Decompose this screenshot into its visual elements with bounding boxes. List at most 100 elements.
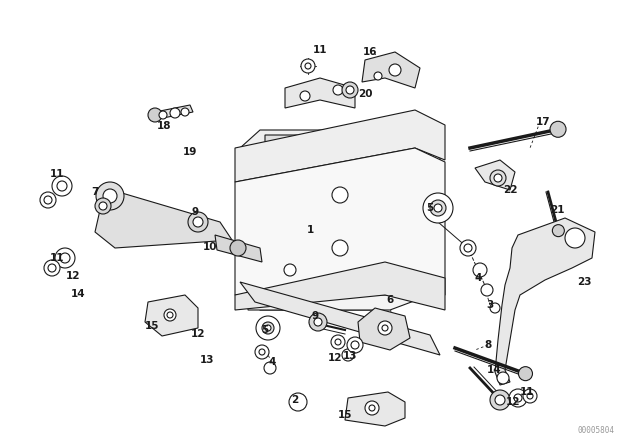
Circle shape [347,337,363,353]
Circle shape [255,345,269,359]
Circle shape [346,86,354,94]
Text: 14: 14 [486,365,501,375]
Text: 17: 17 [536,117,550,127]
Circle shape [305,63,311,69]
Circle shape [460,240,476,256]
Text: 7: 7 [92,187,99,197]
Circle shape [314,318,322,326]
Text: 13: 13 [200,355,214,365]
Circle shape [264,362,276,374]
Text: 15: 15 [338,410,352,420]
Text: 4: 4 [474,273,482,283]
Circle shape [262,322,274,334]
Circle shape [331,335,345,349]
Circle shape [309,313,327,331]
Text: 21: 21 [550,205,564,215]
Circle shape [490,390,510,410]
Text: 9: 9 [312,311,319,321]
Text: 1: 1 [307,225,314,235]
Circle shape [159,111,167,119]
Circle shape [96,182,124,210]
Text: 12: 12 [66,271,80,281]
Text: 15: 15 [145,321,159,331]
Text: 12: 12 [191,329,205,339]
Polygon shape [240,282,440,355]
Polygon shape [235,110,445,182]
Text: 5: 5 [261,325,269,335]
Polygon shape [265,135,430,195]
Text: 5: 5 [426,203,434,213]
Circle shape [490,170,506,186]
Text: 8: 8 [484,340,492,350]
Text: 10: 10 [203,242,217,252]
Circle shape [256,316,280,340]
Polygon shape [345,392,405,426]
Circle shape [230,240,246,256]
Circle shape [342,82,358,98]
Circle shape [170,108,180,118]
Text: 16: 16 [363,47,377,57]
Text: 18: 18 [157,121,172,131]
Polygon shape [475,160,515,190]
Text: 19: 19 [183,147,197,157]
Circle shape [284,264,296,276]
Text: 13: 13 [343,351,357,361]
Circle shape [497,372,509,384]
Text: 23: 23 [577,277,591,287]
Circle shape [259,349,265,355]
Polygon shape [247,200,430,305]
Circle shape [333,85,343,95]
Polygon shape [285,78,355,108]
Circle shape [193,217,203,227]
Polygon shape [248,120,430,310]
Circle shape [374,72,382,80]
Circle shape [527,393,533,399]
Circle shape [490,303,500,313]
Text: 3: 3 [486,300,493,310]
Circle shape [300,91,310,101]
Circle shape [44,260,60,276]
Circle shape [389,64,401,76]
Text: 22: 22 [503,185,517,195]
Circle shape [552,224,564,237]
Polygon shape [235,262,445,310]
Circle shape [40,192,56,208]
Text: 11: 11 [313,45,327,55]
Text: 4: 4 [268,357,276,367]
Circle shape [523,389,537,403]
Circle shape [167,312,173,318]
Circle shape [164,309,176,321]
Circle shape [378,321,392,335]
Circle shape [509,389,527,407]
Circle shape [342,349,354,361]
Text: 11: 11 [520,387,534,397]
Circle shape [148,108,162,122]
Circle shape [60,253,70,263]
Circle shape [565,228,585,248]
Circle shape [44,196,52,204]
Circle shape [434,204,442,212]
Polygon shape [362,52,420,88]
Circle shape [48,264,56,272]
Circle shape [550,121,566,137]
Polygon shape [95,188,232,248]
Text: 6: 6 [387,295,394,305]
Polygon shape [215,235,262,262]
Circle shape [494,174,502,182]
Text: 14: 14 [70,289,85,299]
Text: 20: 20 [358,89,372,99]
Circle shape [382,325,388,331]
Polygon shape [145,295,198,336]
Circle shape [289,393,307,411]
Circle shape [99,202,107,210]
Circle shape [518,366,532,381]
Circle shape [57,181,67,191]
Circle shape [351,341,359,349]
Circle shape [52,176,72,196]
Text: 11: 11 [50,169,64,179]
Circle shape [473,263,487,277]
Circle shape [301,59,315,73]
Circle shape [95,198,111,214]
Polygon shape [240,130,440,310]
Polygon shape [358,308,410,350]
